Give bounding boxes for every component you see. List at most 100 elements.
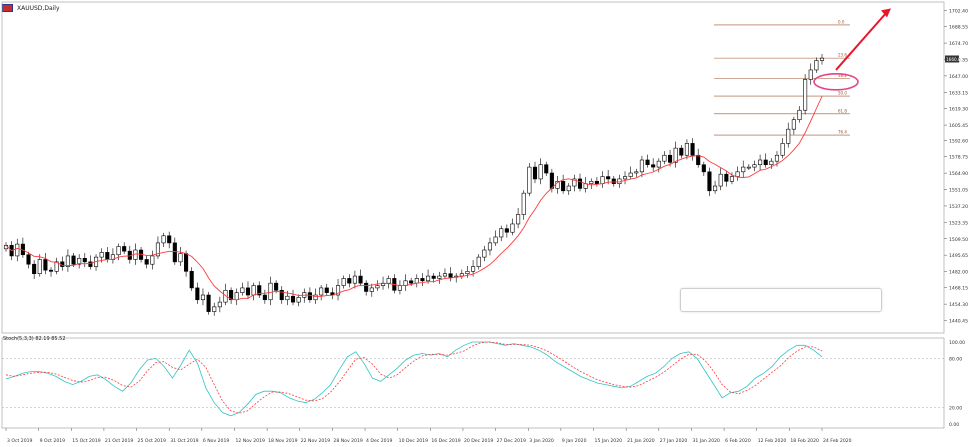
candle-body: [521, 192, 526, 215]
candle-body: [296, 297, 301, 303]
price-axis-label: 1454.30: [949, 302, 968, 308]
candle-body: [651, 164, 656, 168]
candle-body: [116, 246, 121, 256]
candle-body: [487, 242, 493, 251]
stochastic-d-line: [5, 341, 823, 414]
candle-body: [673, 147, 678, 163]
candle-body: [43, 259, 48, 271]
candle-body: [178, 253, 183, 263]
candle-body: [65, 255, 70, 267]
candle-body: [319, 287, 324, 296]
candle-body: [538, 164, 543, 180]
date-axis-label: 27 Dec 2019: [497, 438, 526, 444]
date-axis-label: 6 Nov 2019: [203, 438, 230, 444]
candle-body: [679, 147, 684, 156]
candle-body: [155, 242, 160, 257]
price-axis-label: 1537.20: [949, 204, 968, 210]
candle-body: [774, 154, 780, 162]
candle-body: [161, 235, 166, 244]
price-axis-label: 1523.35: [949, 220, 968, 226]
trend-arrow-line: [835, 12, 887, 71]
price-axis-label: 1564.90: [949, 171, 968, 177]
candle-body: [386, 278, 391, 284]
candle-body: [172, 242, 177, 263]
candle-body: [572, 178, 577, 187]
date-axis-label: 25 Oct 2019: [138, 438, 166, 444]
candle-body: [324, 287, 329, 293]
trend-arrow-head: [881, 8, 891, 18]
candle-body: [628, 172, 633, 177]
date-axis-label: 31 Jan 2020: [692, 438, 720, 444]
candle-body: [758, 159, 763, 166]
candle-body: [532, 166, 538, 180]
candle-body: [364, 282, 369, 292]
candle-body: [285, 295, 290, 301]
candle-body: [600, 176, 605, 184]
date-axis-label: 28 Nov 2019: [333, 438, 362, 444]
candle-body: [54, 261, 59, 272]
candle-body: [144, 259, 149, 265]
candle-body: [82, 257, 87, 263]
candle-body: [335, 285, 341, 296]
stochastic-label: Stoch(5,3,3) 82.19 85.52: [3, 336, 66, 342]
stochastic-axis-label: 0.00: [949, 422, 959, 428]
date-axis-label: 9 Jan 2020: [562, 438, 587, 444]
candle-body: [229, 289, 234, 301]
price-axis-label: 1633.15: [949, 90, 968, 96]
candle-body: [516, 214, 521, 225]
symbol-title: XAUUSD,Daily: [17, 4, 60, 12]
current-price-marker: [945, 55, 959, 63]
candle-body: [15, 243, 20, 257]
stochastic-axis-label: 20.00: [949, 406, 962, 412]
candle-body: [150, 255, 155, 265]
candle-body: [414, 278, 419, 284]
candle-body: [814, 60, 819, 71]
price-axis-label: 1592.60: [949, 138, 968, 144]
candle-body: [245, 287, 251, 296]
date-axis-label: 15 Oct 2019: [72, 438, 100, 444]
candle-body: [437, 275, 442, 279]
candle-body: [268, 282, 273, 301]
fib-level-label: 23.6: [838, 53, 847, 58]
date-axis-label: 24 Feb 2020: [823, 438, 852, 444]
candle-body: [167, 235, 172, 244]
main-pane-border: [1, 1, 945, 334]
candle-body: [684, 143, 689, 156]
candle-body: [206, 294, 211, 312]
candle-body: [217, 301, 222, 308]
candle-body: [803, 79, 808, 111]
candle-body: [189, 271, 194, 289]
candle-body: [769, 160, 774, 166]
candle-body: [26, 254, 31, 265]
symbol-flag-icon: [2, 4, 13, 12]
candle-body: [746, 166, 751, 169]
date-axis-label: 16 Dec 2019: [431, 438, 460, 444]
candle-body: [707, 171, 712, 192]
candle-body: [493, 236, 498, 244]
date-axis-label: 15 Jan 2020: [595, 438, 623, 444]
candle-body: [662, 154, 667, 162]
date-axis-label: 18 Feb 2020: [790, 438, 819, 444]
date-axis-label: 12 Feb 2020: [758, 438, 787, 444]
stochastic-axis-label: 80.00: [949, 356, 962, 362]
candle-body: [589, 181, 594, 184]
candle-body: [358, 275, 363, 284]
candle-body: [397, 285, 402, 291]
candle-body: [341, 278, 346, 286]
candle-body: [808, 69, 813, 80]
price-axis-label: 1619.30: [949, 107, 968, 113]
candle-body: [459, 273, 464, 277]
candle-body: [741, 166, 746, 173]
candle-body: [431, 275, 436, 279]
date-axis-label: 10 Dec 2019: [399, 438, 428, 444]
candle-body: [549, 172, 554, 189]
date-axis-label: 3 Oct 2019: [7, 438, 33, 444]
candle-body: [48, 269, 54, 272]
moving-average-line: [5, 96, 823, 301]
stochastic-axis-label: 100.00: [949, 340, 965, 346]
candle-body: [420, 278, 425, 282]
stochastic-k-line: [5, 341, 823, 417]
candle-body: [504, 228, 509, 233]
